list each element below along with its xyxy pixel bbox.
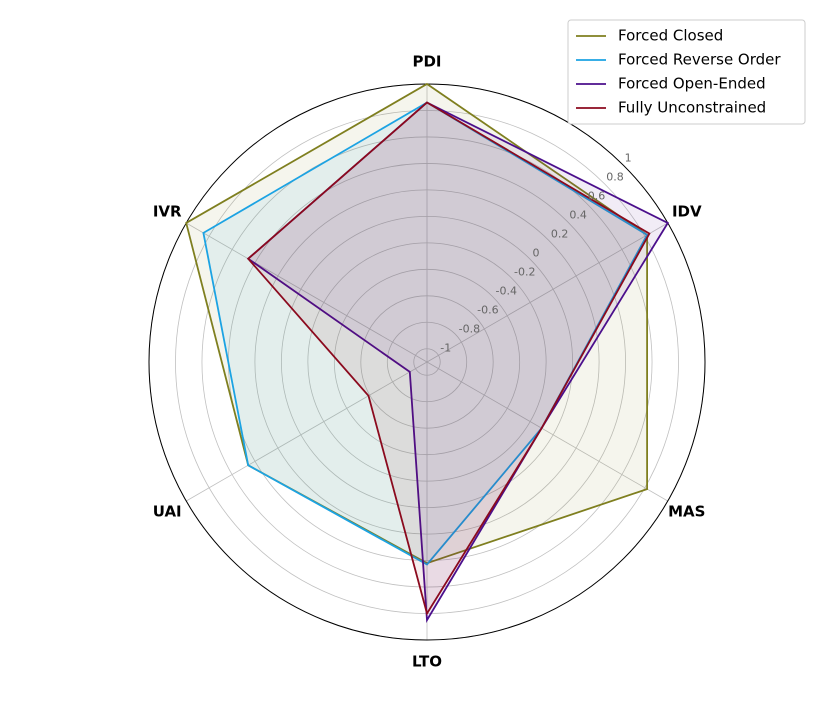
legend-box <box>567 19 806 125</box>
category-label: IDV <box>672 203 702 221</box>
category-label: MAS <box>668 503 705 521</box>
legend-label: Forced Open-Ended <box>618 75 766 93</box>
r-tick-label: -0.8 <box>459 323 480 336</box>
r-tick-label: -0.2 <box>514 266 535 279</box>
spoke <box>186 222 428 363</box>
series-area <box>248 102 668 621</box>
spoke <box>186 361 428 502</box>
legend-label: Forced Closed <box>618 27 723 45</box>
r-tick-label: 0.8 <box>606 171 624 184</box>
spoke <box>426 222 668 363</box>
legend-label: Fully Unconstrained <box>618 99 766 117</box>
legend-label: Forced Reverse Order <box>618 51 781 69</box>
series-area <box>248 102 650 614</box>
r-tick-label: 0.2 <box>551 228 569 241</box>
r-tick-label: 0.6 <box>588 190 606 203</box>
category-label: UAI <box>153 503 182 521</box>
r-tick-label: 0.4 <box>569 209 587 222</box>
r-tick-label: -0.6 <box>477 304 498 317</box>
series-area <box>203 102 648 565</box>
spoke <box>426 361 668 502</box>
r-tick-label: -0.4 <box>496 285 517 298</box>
series-line <box>202 101 649 566</box>
series-line <box>246 101 651 616</box>
category-label: IVR <box>153 203 182 221</box>
category-label: PDI <box>412 53 441 71</box>
category-label: LTO <box>412 653 442 671</box>
r-tick-label: 1 <box>625 152 632 165</box>
r-tick-label: 0 <box>532 247 539 260</box>
r-tick-label: -1 <box>440 342 451 355</box>
